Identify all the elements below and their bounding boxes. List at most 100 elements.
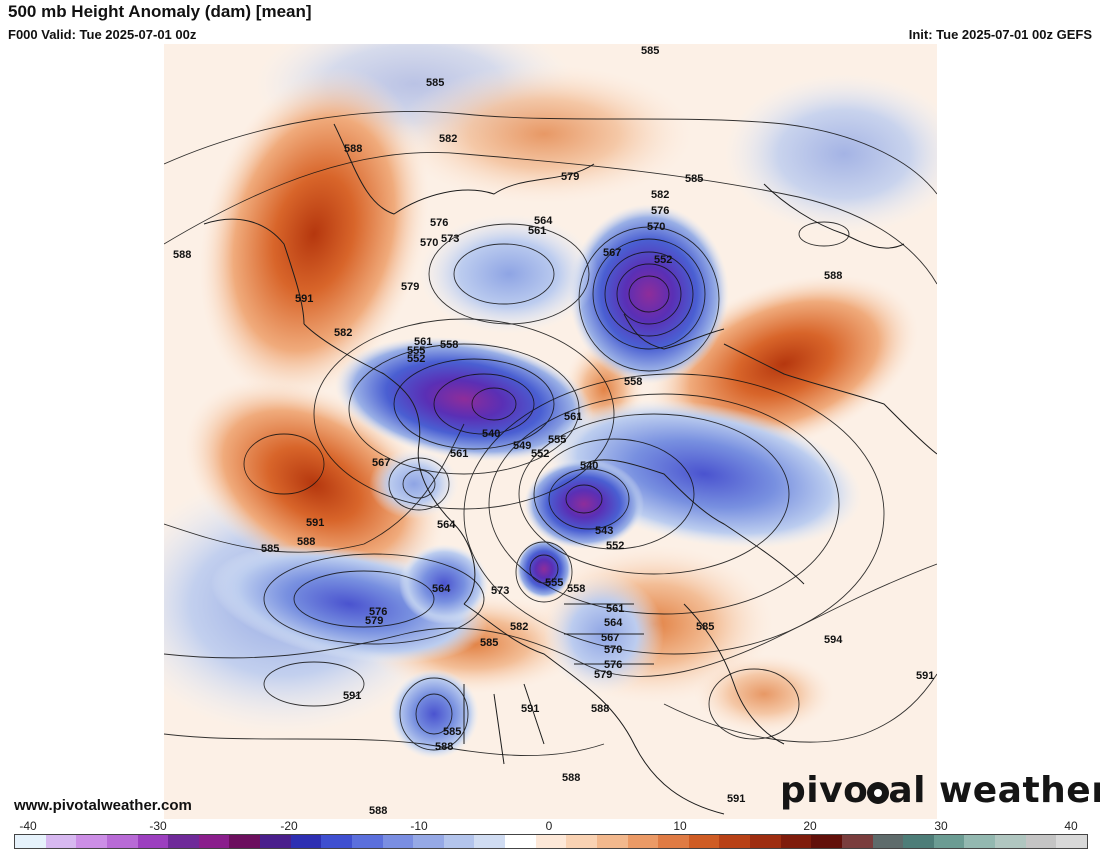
colorbar-tick-label: -40	[19, 819, 37, 833]
contour-label: 585	[480, 637, 498, 649]
colorbar-swatch	[566, 835, 597, 848]
contour-label: 591	[295, 293, 313, 305]
contour-label: 588	[344, 143, 362, 155]
contour-label: 561	[414, 336, 432, 348]
colorbar-tick-label: 30	[934, 819, 948, 833]
colorbar-tick-label: -30	[149, 819, 167, 833]
contour-label: 561	[528, 225, 546, 237]
colorbar-swatch	[841, 835, 873, 848]
colorbar-swatch	[382, 835, 414, 848]
contour-label: 591	[343, 690, 361, 702]
contour-label: 582	[334, 327, 352, 339]
contour-label: 585	[641, 45, 659, 57]
contour-label: 582	[439, 133, 457, 145]
contour-label: 543	[595, 525, 613, 537]
contour-label: 582	[510, 621, 528, 633]
contour-label: 588	[297, 536, 315, 548]
contour-label: 540	[482, 428, 500, 440]
colorbar-swatch	[1025, 835, 1057, 848]
logo-text-right: al weather	[888, 770, 1100, 811]
colorbar-swatch	[474, 835, 505, 848]
colorbar-tick-label: -20	[280, 819, 298, 833]
contour-label: 570	[604, 644, 622, 656]
contour-label: 564	[604, 617, 623, 629]
colorbar-tick-label: -10	[410, 819, 428, 833]
colorbar-swatch	[719, 835, 750, 848]
contour-label: 555	[548, 434, 566, 446]
colorbar-swatch	[964, 835, 995, 848]
contour-label: 540	[580, 460, 598, 472]
contour-label: 549	[513, 440, 531, 452]
contour-label: 588	[562, 772, 580, 784]
logo-dot-icon	[867, 782, 890, 804]
pivotal-weather-logo: pivo al weather	[780, 770, 1100, 811]
contour-label: 561	[450, 448, 468, 460]
colorbar-swatch	[106, 835, 138, 848]
contour-label: 591	[521, 703, 539, 715]
contour-label: 576	[604, 659, 622, 671]
contour-label: 588	[824, 270, 842, 282]
colorbar-tick-label: 20	[803, 819, 817, 833]
colorbar-swatch	[811, 835, 842, 848]
contour-label: 555	[407, 345, 425, 357]
colorbar-swatch	[76, 835, 107, 848]
colorbar-swatch	[290, 835, 322, 848]
colorbar-swatch	[1056, 835, 1087, 848]
contour-label: 552	[654, 254, 672, 266]
contour-label: 579	[594, 669, 612, 681]
contour-label: 579	[365, 615, 383, 627]
colorbar-swatch	[443, 835, 475, 848]
contour-label: 588	[173, 249, 191, 261]
contour-label: 558	[440, 339, 458, 351]
contour-label: 558	[624, 376, 642, 388]
contour-label: 591	[916, 670, 934, 682]
contour-label: 564	[432, 583, 451, 595]
contour-label: 585	[443, 726, 461, 738]
colorbar-swatch	[995, 835, 1026, 848]
colorbar-tick-label: 0	[545, 819, 553, 833]
contour-label: 567	[603, 247, 621, 259]
colorbar-tick-label: 40	[1064, 819, 1078, 833]
colorbar-swatch	[688, 835, 720, 848]
init-time: Init: Tue 2025-07-01 00z GEFS	[908, 27, 1092, 42]
contour-label: 585	[685, 173, 703, 185]
site-url[interactable]: www.pivotalweather.com	[14, 797, 192, 814]
colorbar-swatch	[535, 835, 567, 848]
contour-label: 594	[824, 634, 843, 646]
colorbar-swatch	[933, 835, 965, 848]
contour-label: 564	[534, 215, 553, 227]
contour-label: 588	[591, 703, 609, 715]
contour-label: 582	[651, 189, 669, 201]
colorbar-swatch	[627, 835, 659, 848]
contour-label: 561	[564, 411, 582, 423]
contour-label: 573	[491, 585, 509, 597]
contour-label: 552	[606, 540, 624, 552]
contour-label: 579	[561, 171, 579, 183]
contour-label: 591	[727, 793, 745, 805]
colorbar-swatch	[321, 835, 352, 848]
contour-label: 585	[696, 621, 714, 633]
anomaly-map[interactable]: 585 588 582 585 579 585 582 576 570 564 561 576 570 5…	[164, 44, 937, 819]
colorbar-swatch	[168, 835, 199, 848]
colorbar-tick-label: 10	[673, 819, 687, 833]
colorbar-swatch	[413, 835, 444, 848]
continent-outlines-icon	[203, 123, 937, 815]
contour-label: 576	[430, 217, 448, 229]
contour-label: 552	[407, 353, 425, 365]
colorbar-swatch	[750, 835, 781, 848]
contour-label: 576	[651, 205, 669, 217]
contour-label: 591	[306, 517, 324, 529]
contour-label: 576	[369, 606, 387, 618]
colorbar-swatch	[15, 835, 46, 848]
colorbar-swatch	[198, 835, 230, 848]
contour-label: 585	[261, 543, 279, 555]
colorbar-swatch	[45, 835, 77, 848]
valid-time: F000 Valid: Tue 2025-07-01 00z	[8, 27, 197, 42]
colorbar-swatch	[903, 835, 934, 848]
colorbar-swatch	[260, 835, 291, 848]
contour-label: 588	[435, 741, 453, 753]
contour-label: 558	[567, 583, 585, 595]
colorbar-swatch	[658, 835, 689, 848]
